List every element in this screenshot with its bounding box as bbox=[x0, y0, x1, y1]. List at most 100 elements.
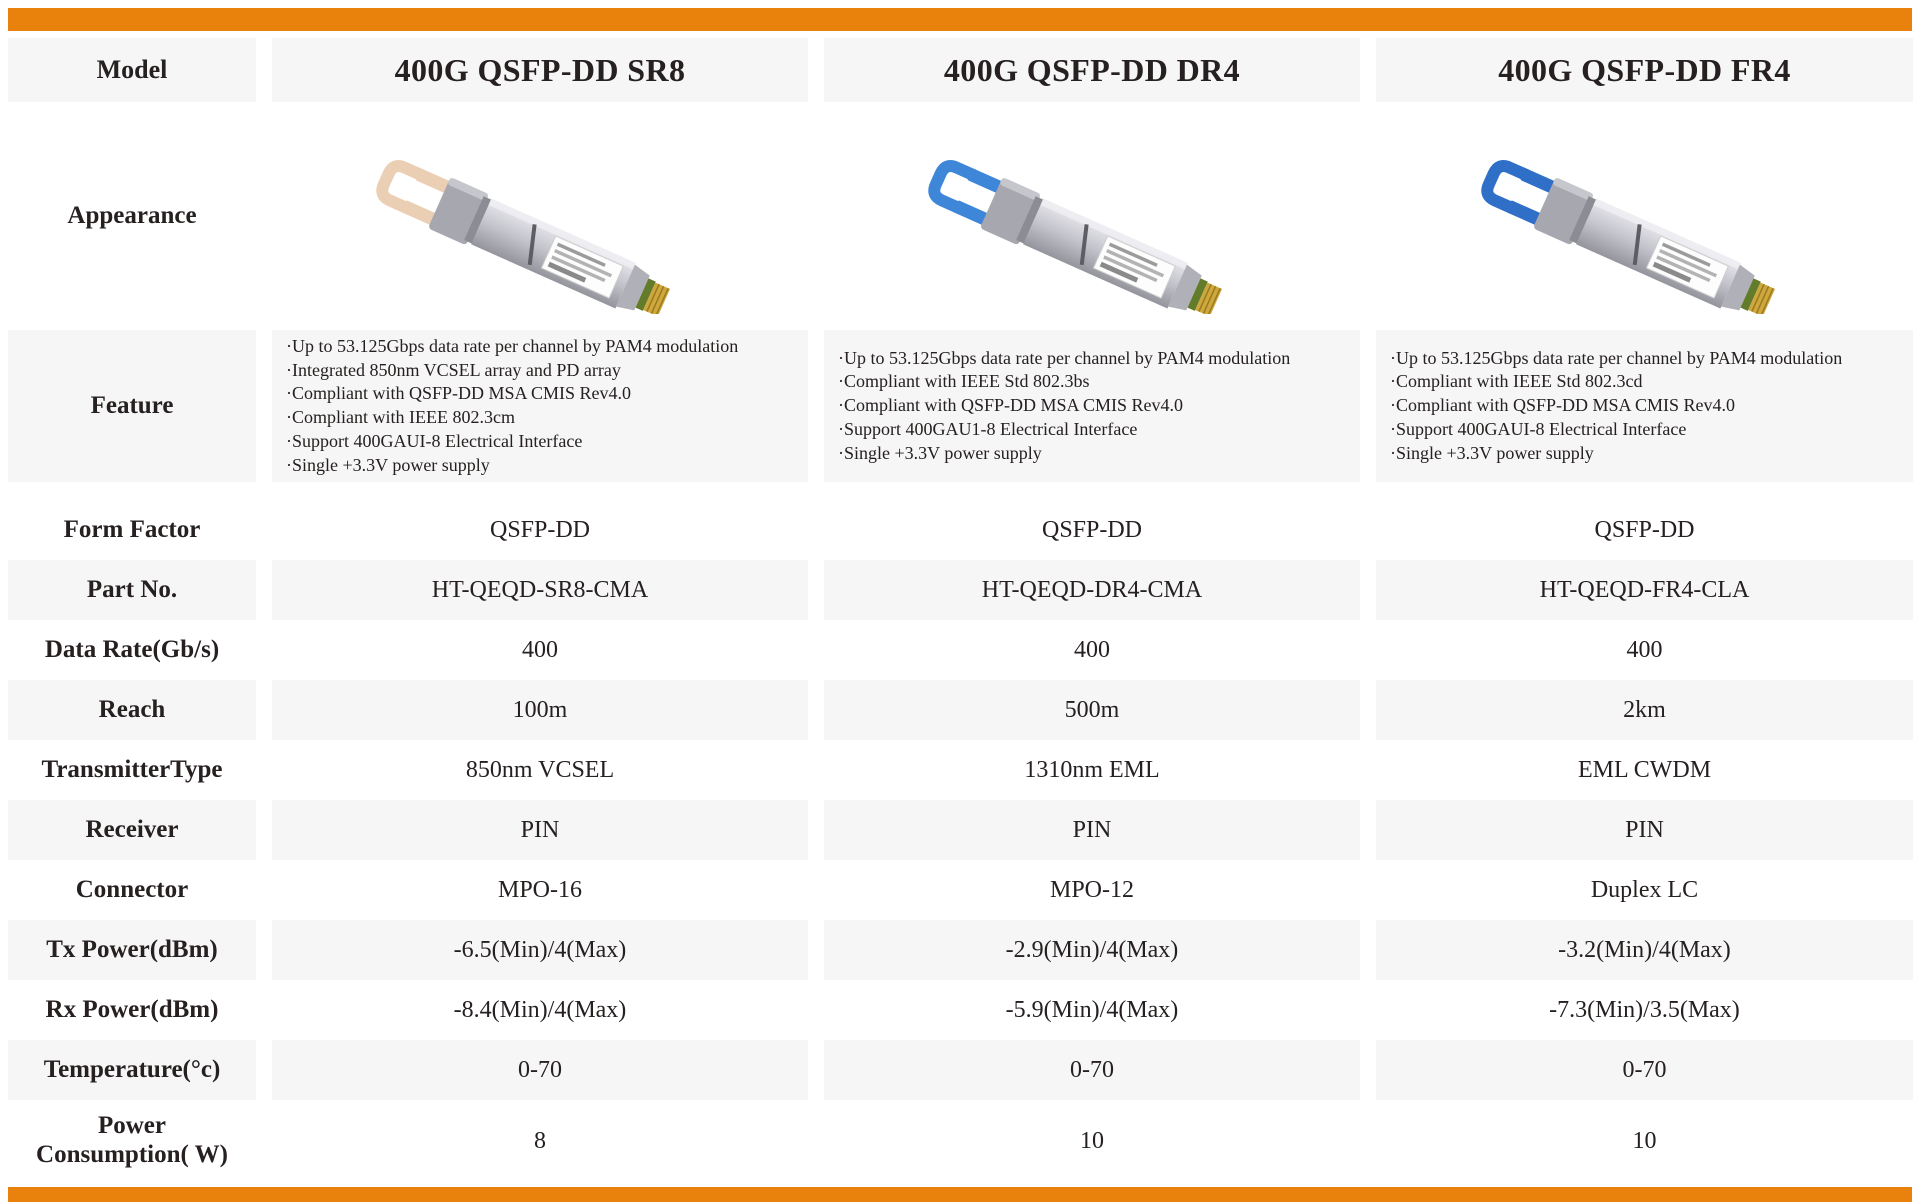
pcb-edge bbox=[635, 278, 656, 311]
power-consumption-label-line2: Consumption( W) bbox=[36, 1141, 228, 1168]
latch-highlight bbox=[1552, 178, 1593, 201]
appearance-row-label: Appearance bbox=[67, 202, 197, 229]
gold-connector bbox=[643, 282, 671, 314]
transmitter-type-value-fr4: EML CWDM bbox=[1577, 756, 1712, 783]
row-power-consumption: Power Consumption( W) 8 10 10 bbox=[8, 1100, 1912, 1182]
label-line bbox=[1106, 248, 1165, 278]
label-line bbox=[1658, 248, 1717, 278]
temperature-label: Temperature(°c) bbox=[8, 1040, 256, 1100]
connector-value-dr4: MPO-12 bbox=[1049, 876, 1134, 903]
transmitter-type-value-dr4: 1310nm EML bbox=[1024, 756, 1160, 783]
label-line bbox=[556, 242, 606, 267]
connector-value-sr8: MPO-16 bbox=[497, 876, 582, 903]
power-consumption-value-fr4: 10 bbox=[1632, 1127, 1657, 1154]
row-part-no: Part No. HT-QEQD-SR8-CMA HT-QEQD-DR4-CMA… bbox=[8, 560, 1913, 620]
feature-item: ·Up to 53.125Gbps data rate per channel … bbox=[286, 335, 739, 356]
receiver-label: Receiver bbox=[8, 800, 256, 860]
feature-item: ·Compliant with QSFP-DD MSA CMIS Rev4.0 bbox=[838, 395, 1184, 416]
body-slot bbox=[1079, 224, 1089, 266]
gold-fingers bbox=[1198, 283, 1221, 314]
feature-item: ·Support 400GAU1-8 Electrical Interface bbox=[838, 418, 1138, 439]
data-rate-value-dr4: 400 bbox=[1074, 636, 1110, 663]
data-rate-value-sr8: 400 bbox=[522, 636, 558, 663]
feature-item: ·Compliant with QSFP-DD MSA CMIS Rev4.0 bbox=[1390, 395, 1736, 416]
feature-item: ·Support 400GAUI-8 Electrical Interface bbox=[1390, 418, 1687, 439]
body-highlight bbox=[488, 198, 636, 270]
row-appearance: Appearance bbox=[8, 102, 1912, 330]
feature-item: ·Support 400GAUI-8 Electrical Interface bbox=[286, 430, 583, 451]
label-line bbox=[1655, 255, 1711, 283]
label-line bbox=[1108, 242, 1158, 267]
rx-power-label: Rx Power(dBm) bbox=[45, 996, 219, 1023]
model-name-dr4: 400G QSFP-DD DR4 bbox=[824, 38, 1360, 102]
row-temperature: Temperature(°c) 0-70 0-70 0-70 bbox=[8, 1040, 1913, 1100]
latch-step bbox=[1568, 196, 1598, 245]
appearance-cell-dr4 bbox=[824, 102, 1360, 330]
module-nose bbox=[616, 264, 650, 311]
qsfp-dd-transceiver-icon bbox=[1480, 160, 1775, 314]
row-reach: Reach 100m 500m 2km bbox=[8, 680, 1913, 740]
feature-item: ·Single +3.3V power supply bbox=[1390, 442, 1594, 463]
qsfp-dd-transceiver-icon bbox=[928, 160, 1223, 314]
row-rx-power: Rx Power(dBm) -8.4(Min)/4(Max) -5.9(Min)… bbox=[8, 980, 1912, 1040]
latch-step bbox=[464, 196, 493, 245]
module-nose bbox=[1168, 264, 1202, 311]
data-rate-label: Data Rate(Gb/s) bbox=[44, 636, 220, 663]
connector-value-fr4: Duplex LC bbox=[1590, 876, 1699, 903]
feature-list-dr4: ·Up to 53.125Gbps data rate per channel … bbox=[824, 330, 1360, 482]
tx-power-value-sr8: -6.5(Min)/4(Max) bbox=[272, 920, 808, 980]
feature-row-label: Feature bbox=[8, 330, 256, 482]
temperature-value-sr8: 0-70 bbox=[272, 1040, 808, 1100]
receiver-value-sr8: PIN bbox=[272, 800, 808, 860]
temperature-value-fr4: 0-70 bbox=[1376, 1040, 1913, 1100]
row-connector: Connector MPO-16 MPO-12 Duplex LC bbox=[8, 860, 1912, 920]
rx-power-value-dr4: -5.9(Min)/4(Max) bbox=[1005, 996, 1179, 1023]
feature-list-sr8: ·Up to 53.125Gbps data rate per channel … bbox=[272, 330, 808, 482]
feature-item: ·Integrated 850nm VCSEL array and PD arr… bbox=[286, 359, 621, 380]
row-feature: Feature ·Up to 53.125Gbps data rate per … bbox=[8, 330, 1913, 482]
label-sticker bbox=[1645, 235, 1729, 299]
pull-tab-loop bbox=[1480, 160, 1532, 214]
data-rate-value-fr4: 400 bbox=[1626, 636, 1663, 663]
transmitter-type-label: TransmitterType bbox=[41, 756, 223, 783]
module-nose bbox=[1720, 264, 1755, 311]
form-factor-value-dr4: QSFP-DD bbox=[1041, 516, 1143, 543]
model-name-sr8: 400G QSFP-DD SR8 bbox=[272, 38, 808, 102]
feature-item: ·Up to 53.125Gbps data rate per channel … bbox=[838, 347, 1291, 368]
temperature-value-dr4: 0-70 bbox=[824, 1040, 1360, 1100]
gold-fingers bbox=[646, 283, 669, 314]
pull-tab-loop bbox=[376, 160, 427, 214]
appearance-cell-sr8 bbox=[272, 102, 808, 330]
body-slot bbox=[527, 224, 537, 266]
power-consumption-value-dr4: 10 bbox=[1080, 1127, 1104, 1154]
receiver-value-dr4: PIN bbox=[824, 800, 1360, 860]
bottom-accent-bar bbox=[8, 1187, 1912, 1202]
form-factor-value-fr4: QSFP-DD bbox=[1594, 516, 1695, 543]
row-model: Model 400G QSFP-DD SR8 400G QSFP-DD DR4 … bbox=[8, 38, 1913, 102]
latch-highlight bbox=[448, 178, 488, 201]
qsfp-dd-transceiver-icon bbox=[376, 160, 671, 314]
label-barcode bbox=[1652, 261, 1691, 283]
row-tx-power: Tx Power(dBm) -6.5(Min)/4(Max) -2.9(Min)… bbox=[8, 920, 1913, 980]
row-data-rate: Data Rate(Gb/s) 400 400 400 bbox=[8, 620, 1912, 680]
row-form-factor: Form Factor QSFP-DD QSFP-DD QSFP-DD bbox=[8, 500, 1912, 560]
feature-item: ·Compliant with IEEE 802.3cm bbox=[286, 407, 515, 427]
reach-value-sr8: 100m bbox=[272, 680, 808, 740]
top-accent-bar bbox=[8, 8, 1912, 31]
part-no-label: Part No. bbox=[8, 560, 256, 620]
feature-item: ·Compliant with QSFP-DD MSA CMIS Rev4.0 bbox=[286, 383, 632, 404]
part-no-value-fr4: HT-QEQD-FR4-CLA bbox=[1376, 560, 1913, 620]
reach-value-fr4: 2km bbox=[1376, 680, 1913, 740]
gold-connector bbox=[1747, 282, 1775, 314]
tx-power-value-dr4: -2.9(Min)/4(Max) bbox=[824, 920, 1360, 980]
label-barcode bbox=[547, 261, 587, 283]
body-slot bbox=[1632, 224, 1642, 266]
power-consumption-value-sr8: 8 bbox=[534, 1127, 546, 1154]
label-barcode bbox=[1099, 261, 1139, 283]
gold-fingers bbox=[1750, 283, 1774, 314]
body-highlight bbox=[1040, 198, 1188, 270]
model-row-label: Model bbox=[8, 38, 256, 102]
feature-item: ·Single +3.3V power supply bbox=[838, 442, 1042, 463]
rx-power-value-sr8: -8.4(Min)/4(Max) bbox=[453, 996, 627, 1023]
